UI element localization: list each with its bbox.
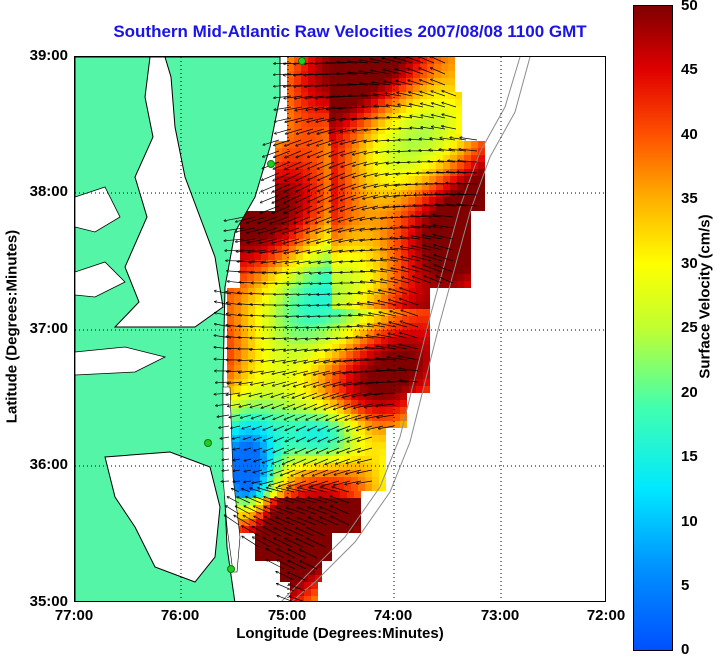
x-tick-label: 74:00 — [373, 607, 413, 624]
radar-site-marker — [204, 439, 212, 447]
x-axis-label: Longitude (Degrees:Minutes) — [236, 625, 444, 642]
radar-site-marker — [267, 160, 275, 168]
chart-title: Southern Mid-Atlantic Raw Velocities 200… — [113, 22, 587, 41]
y-tick-label: 35:00 — [29, 593, 68, 610]
velocity-vectors — [214, 57, 478, 601]
colorbar-tick: 30 — [681, 255, 698, 272]
colorbar-tick: 35 — [681, 190, 698, 207]
map-plot-area — [74, 56, 606, 602]
bathymetry-contours — [281, 57, 531, 601]
colorbar-tick: 50 — [681, 0, 698, 14]
colorbar-tick: 10 — [681, 513, 698, 530]
velocity-heatmap — [225, 57, 485, 601]
colorbar-gradient — [634, 6, 672, 650]
colorbar-tick: 25 — [681, 319, 698, 336]
x-tick-label: 73:00 — [480, 607, 520, 624]
radar-site-marker — [227, 565, 235, 573]
y-tick-label: 37:00 — [29, 320, 68, 337]
y-axis-label: Latitude (Degrees:Minutes) — [3, 229, 21, 424]
colorbar-tick: 15 — [681, 448, 698, 465]
colorbar-tick: 0 — [681, 641, 690, 658]
colorbar-tick: 5 — [681, 577, 690, 594]
y-tick-label: 36:00 — [29, 456, 68, 473]
colorbar — [633, 5, 673, 651]
x-tick-label: 75:00 — [267, 607, 307, 624]
radar-sites — [204, 57, 306, 573]
radar-site-marker — [298, 57, 306, 65]
y-tick-label: 39:00 — [29, 47, 68, 64]
colorbar-tick: 40 — [681, 126, 698, 143]
map-grid — [75, 57, 605, 601]
y-tick-label: 38:00 — [29, 183, 68, 200]
colorbar-tick: 45 — [681, 61, 698, 78]
land-mass — [75, 57, 281, 601]
x-tick-label: 72:00 — [586, 607, 626, 624]
x-tick-label: 76:00 — [160, 607, 200, 624]
colorbar-label: Surface Velocity (cm/s) — [696, 214, 714, 379]
map-svg — [75, 57, 605, 601]
x-tick-label: 77:00 — [54, 607, 94, 624]
colorbar-tick: 20 — [681, 384, 698, 401]
